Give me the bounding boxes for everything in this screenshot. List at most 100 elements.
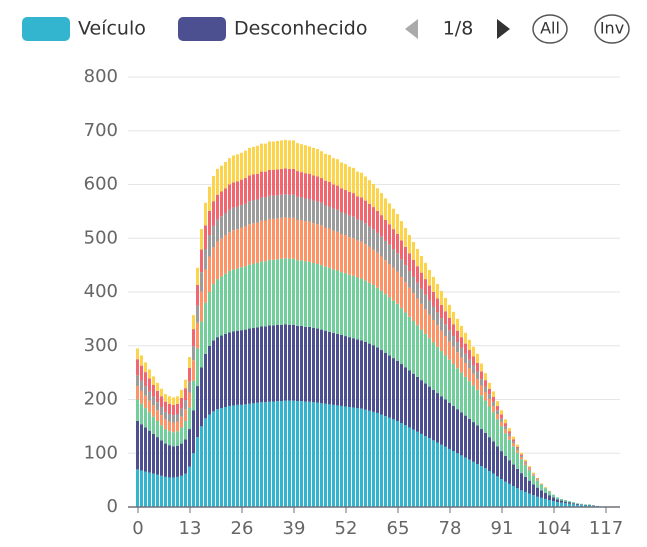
bar-segment <box>444 399 447 447</box>
bar-segment <box>212 411 215 507</box>
bar-segment <box>308 401 311 507</box>
bar-segment <box>516 452 519 469</box>
bar-segment <box>292 140 295 169</box>
bar-segment <box>272 259 275 326</box>
bar-segment <box>300 401 303 507</box>
pager-next[interactable] <box>497 19 510 39</box>
bar-segment <box>200 426 203 507</box>
bar-segment <box>192 380 195 411</box>
bar-segment <box>592 505 595 506</box>
bar-segment <box>216 337 219 410</box>
bar-segment <box>444 311 447 325</box>
button-inv[interactable] <box>594 14 630 44</box>
bar-segment <box>436 346 439 394</box>
bar-segment <box>580 503 583 505</box>
bar-segment <box>164 429 167 444</box>
bar-segment <box>160 396 163 408</box>
bar-segment <box>488 398 491 407</box>
bar-segment <box>364 409 367 507</box>
bar-segment <box>448 359 451 403</box>
bar-segment <box>276 169 279 196</box>
bar-segment <box>428 269 431 286</box>
bar-segment <box>140 470 143 507</box>
bar-segment <box>348 407 351 507</box>
bar-segment <box>512 443 515 447</box>
bar-segment <box>348 166 351 193</box>
bar-segment <box>236 404 239 507</box>
bar-segment <box>264 261 267 327</box>
bar-segment <box>216 168 219 195</box>
bar-segment <box>360 197 363 221</box>
bar-segment <box>480 395 483 430</box>
bar-segment <box>232 182 235 208</box>
bar-segment <box>576 503 579 504</box>
bar-segment <box>524 462 527 464</box>
bar-segment <box>148 378 151 392</box>
bar-segment <box>276 324 279 402</box>
bar-segment <box>328 228 331 268</box>
bar-segment <box>408 235 411 254</box>
bar-segment <box>496 419 499 447</box>
bar-segment <box>468 359 471 369</box>
bar-segment <box>300 260 303 326</box>
bar-segment <box>392 300 395 359</box>
bar-segment <box>412 321 415 374</box>
bar-segment <box>260 402 263 507</box>
bar-segment <box>492 473 495 507</box>
bar-segment <box>384 352 387 417</box>
bar-segment <box>204 353 207 419</box>
bar-segment <box>516 446 519 449</box>
bar-segment <box>240 404 243 507</box>
bar-segment <box>336 185 339 210</box>
bar-segment <box>392 249 395 268</box>
bar-segment <box>308 199 311 222</box>
bar-segment <box>200 321 203 368</box>
bar-segment <box>564 503 567 507</box>
bar-segment <box>568 503 571 507</box>
bar-segment <box>264 197 267 221</box>
bar-segment <box>268 169 271 196</box>
y-tick-label: 500 <box>84 227 118 248</box>
bar-segment <box>308 173 311 200</box>
bar-segment <box>256 402 259 507</box>
bar-segment <box>380 193 383 216</box>
bar-segment <box>212 225 215 248</box>
bar-segment <box>364 280 367 342</box>
y-tick-label: 600 <box>84 174 118 195</box>
button-all[interactable] <box>532 14 568 44</box>
bar-segment <box>340 272 343 335</box>
pager-prev[interactable] <box>405 19 418 39</box>
bar-segment <box>212 201 215 226</box>
bar-segment <box>308 221 311 262</box>
bar-segment <box>168 431 171 446</box>
bar-segment <box>184 409 187 421</box>
bar-segment <box>368 282 371 344</box>
bar-segment <box>560 498 563 501</box>
bar-segment <box>212 283 215 341</box>
bar-segment <box>488 406 491 438</box>
bar-segment <box>256 145 259 174</box>
bar-segment <box>472 373 475 386</box>
bar-segment <box>340 233 343 273</box>
bar-segment <box>528 468 531 469</box>
bar-segment <box>476 464 479 507</box>
bar-segment <box>288 324 291 401</box>
bar-segment <box>404 425 407 507</box>
bar-segment <box>164 419 167 430</box>
bar-segment <box>512 446 515 465</box>
bar-segment <box>320 329 323 404</box>
bar-segment <box>224 333 227 408</box>
bar-segment <box>392 419 395 507</box>
bar-segment <box>364 223 367 245</box>
bar-segment <box>396 303 399 361</box>
bar-segment <box>424 279 427 295</box>
bar-segment <box>552 494 555 498</box>
bar-segment <box>504 481 507 507</box>
bar-segment <box>212 340 215 412</box>
bar-segment <box>204 418 207 507</box>
bar-segment <box>208 345 211 415</box>
bar-segment <box>480 466 483 507</box>
bar-segment <box>472 365 475 374</box>
bar-segment <box>376 252 379 288</box>
bar-segment <box>408 271 411 288</box>
